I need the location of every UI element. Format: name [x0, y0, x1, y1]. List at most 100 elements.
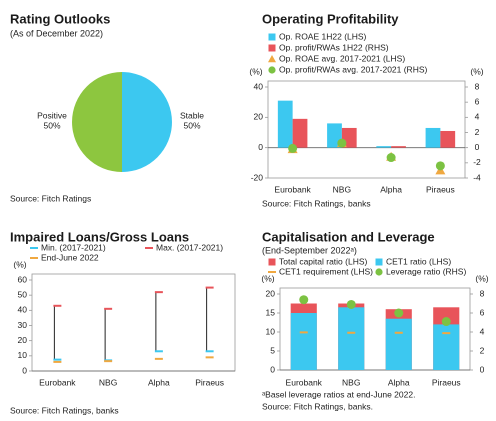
legend-symbol: [268, 55, 276, 63]
bar: [277, 100, 293, 148]
bar: [290, 313, 317, 370]
legend-label: Max. (2017-2021): [156, 242, 223, 252]
x-tick-label: Alpha: [388, 377, 410, 387]
x-tick-label: Alpha: [148, 377, 170, 387]
x-tick-label: NBG: [333, 184, 351, 194]
chart-subtitle: (As of December 2022): [10, 28, 103, 38]
pie-value-label: 50%: [43, 120, 60, 130]
y-tick-label: -20: [251, 172, 264, 182]
y2-tick-label: 4: [475, 112, 480, 122]
y-axis-label: (%): [261, 273, 274, 283]
legend-label: Total capital ratio (LHS): [279, 256, 368, 266]
source: Source: Fitch Ratings, banks.: [262, 401, 373, 411]
marker: [346, 299, 356, 309]
legend-label: Op. ROAE avg. 2017-2021 (LHS): [279, 53, 405, 63]
source: Source: Fitch Ratings, banks: [10, 405, 119, 415]
y-tick-label: 0: [270, 364, 275, 374]
x-tick-label: Piraeus: [426, 184, 455, 194]
bar: [440, 130, 456, 148]
marker: [299, 295, 309, 305]
chart-title: Capitalisation and Leverage: [262, 229, 435, 244]
x-tick-label: Eurobank: [39, 377, 76, 387]
legend-label: Op. profit/RWAs avg. 2017-2021 (RHS): [279, 64, 428, 74]
y-tick-label: 50: [18, 289, 28, 299]
bar: [385, 318, 412, 370]
y2-tick-label: -4: [473, 172, 481, 182]
legend-symbol: [375, 268, 383, 276]
pie-slice: [72, 72, 122, 172]
legend-label: CET1 ratio (LHS): [386, 256, 451, 266]
legend-symbol: [268, 33, 276, 41]
legend-label: End-June 2022: [41, 252, 99, 262]
y2-tick-label: 6: [480, 307, 485, 317]
y2-tick-label: 2: [480, 345, 485, 355]
legend-symbol: [375, 258, 383, 266]
legend-label: Leverage ratio (RHS): [386, 266, 466, 276]
y2-tick-label: 4: [480, 326, 485, 336]
y2-tick-label: 6: [475, 96, 480, 106]
legend-label: Op. ROAE 1H22 (LHS): [279, 31, 367, 41]
x-tick-label: Eurobank: [286, 377, 323, 387]
legend-label: Op. profit/RWAs 1H22 (RHS): [279, 42, 389, 52]
y2-tick-label: -2: [473, 157, 481, 167]
y-tick-label: 10: [266, 326, 276, 336]
legend-symbol: [268, 258, 276, 266]
pie-label: Positive: [37, 110, 67, 120]
y-axis-label: (%): [249, 66, 262, 76]
y-tick-label: 30: [18, 320, 28, 330]
x-tick-label: NBG: [342, 377, 360, 387]
x-tick-label: Eurobank: [274, 184, 311, 194]
y-tick-label: 60: [18, 274, 28, 284]
y-tick-label: 20: [266, 288, 276, 298]
x-tick-label: Piraeus: [432, 377, 461, 387]
legend-label: CET1 requirement (LHS): [279, 266, 373, 276]
bar: [292, 118, 308, 148]
y2-tick-label: 8: [480, 288, 485, 298]
legend-symbol: [268, 66, 276, 74]
legend-label: Min. (2017-2021): [41, 242, 106, 252]
legend-symbol: [268, 44, 276, 52]
y-tick-label: 20: [254, 112, 264, 122]
chart-title: Rating Outlooks: [10, 11, 110, 26]
y-tick-label: 0: [258, 142, 263, 152]
marker: [288, 143, 298, 153]
source: Source: Fitch Ratings: [10, 193, 91, 203]
pie-value-label: 50%: [183, 120, 200, 130]
plot-frame: [31, 273, 236, 372]
y-tick-label: 10: [18, 350, 28, 360]
y2-tick-label: 0: [480, 364, 485, 374]
bar: [425, 127, 441, 148]
x-tick-label: NBG: [99, 377, 117, 387]
y-tick-label: 40: [18, 305, 28, 315]
bar: [376, 146, 392, 148]
y-axis-label: (%): [13, 259, 26, 269]
marker: [386, 153, 396, 163]
y-tick-label: 0: [22, 365, 27, 375]
y2-axis-label: (%): [475, 273, 488, 283]
bar: [338, 307, 365, 370]
x-tick-label: Piraeus: [195, 377, 224, 387]
chart-title: Operating Profitability: [262, 11, 399, 26]
marker: [394, 308, 404, 318]
y2-tick-label: 0: [475, 142, 480, 152]
marker: [441, 317, 451, 327]
y2-tick-label: 8: [475, 81, 480, 91]
marker: [435, 161, 445, 171]
chart-subtitle: (End-September 2022ᵃ): [262, 245, 357, 255]
y-tick-label: 40: [254, 81, 264, 91]
y-tick-label: 15: [266, 307, 276, 317]
chart-title: Impaired Loans/Gross Loans: [10, 229, 189, 244]
x-tick-label: Alpha: [380, 184, 402, 194]
y2-tick-label: 2: [475, 127, 480, 137]
bar: [433, 324, 460, 370]
pie-label: Stable: [180, 110, 204, 120]
source: Source: Fitch Ratings, banks: [262, 198, 371, 208]
footnote: ᵃBasel leverage ratios at end-June 2022.: [262, 389, 415, 399]
bar: [391, 146, 406, 148]
plot-frame: [267, 80, 466, 179]
y-tick-label: 5: [270, 345, 275, 355]
marker: [337, 138, 347, 148]
y-tick-label: 20: [18, 335, 28, 345]
y2-axis-label: (%): [470, 66, 483, 76]
